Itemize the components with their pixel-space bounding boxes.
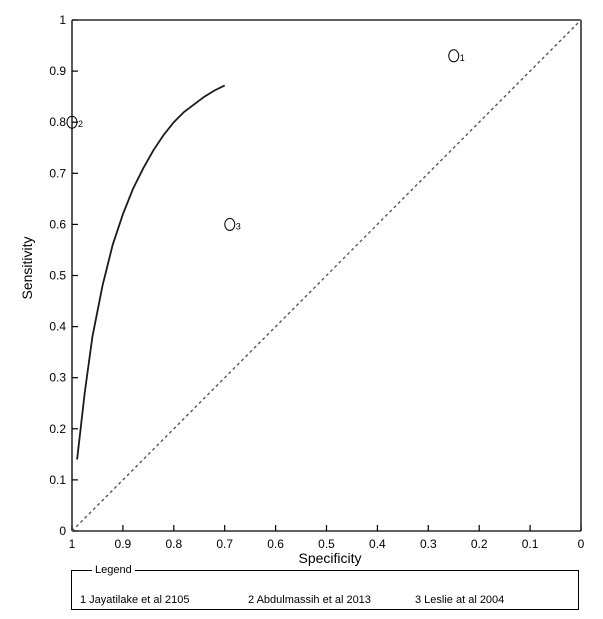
y-tick-label: 0 [59, 524, 66, 538]
x-tick-label: 0.9 [115, 537, 132, 551]
x-tick-label: 0.4 [369, 537, 386, 551]
x-tick-label: 0.2 [471, 537, 488, 551]
legend-entry-3: 3 Leslie at al 2004 [415, 594, 505, 606]
x-tick-label: 0.8 [165, 537, 182, 551]
study-point-marker [66, 115, 78, 129]
y-axis-ticks: 0 0.1 0.2 0.3 0.4 0.5 0.6 0.7 0.8 0.9 1 [49, 13, 78, 538]
x-tick-label: 0.7 [216, 537, 233, 551]
study-point-label: 1 [460, 53, 465, 63]
y-tick-label: 0.1 [49, 473, 66, 487]
study-point-marker [448, 49, 460, 63]
reference-diagonal-line [71, 19, 582, 532]
x-tick-label: 0.6 [267, 537, 284, 551]
study-point-marker [224, 217, 236, 231]
sroc-chart: 1 0.9 0.8 0.7 0.6 0.5 0.4 0.3 0.2 0.1 0 0 0.1 0.2 0.3… [19, 13, 585, 566]
y-tick-label: 1 [59, 13, 66, 27]
y-tick-label: 0.8 [49, 115, 66, 129]
x-axis-ticks: 1 0.9 0.8 0.7 0.6 0.5 0.4 0.3 0.2 0.1 0 [69, 525, 585, 551]
legend-entry-1: 1 Jayatilake et al 2105 [80, 594, 190, 606]
x-tick-label: 0.1 [522, 537, 539, 551]
y-tick-label: 0.6 [49, 217, 66, 231]
sroc-curve [76, 84, 226, 460]
y-tick-label: 0.9 [49, 64, 66, 78]
legend-box: Legend 1 Jayatilake et al 2105 2 Abdulma… [71, 563, 579, 610]
x-tick-label: 0.3 [420, 537, 437, 551]
study-point-label: 3 [236, 221, 241, 231]
study-point-1: 1 [448, 49, 465, 63]
study-point-label: 2 [78, 119, 83, 129]
y-axis-label: Sensitivity [19, 236, 35, 299]
legend-title: Legend [92, 563, 135, 577]
y-tick-label: 0.4 [49, 320, 66, 334]
y-tick-label: 0.5 [49, 269, 66, 283]
x-axis-label: Specificity [298, 550, 361, 566]
study-point-3: 3 [224, 217, 241, 231]
y-tick-label: 0.7 [49, 166, 66, 180]
x-tick-label: 0 [578, 537, 585, 551]
y-tick-label: 0.2 [49, 422, 66, 436]
study-points: 1 2 3 [66, 49, 465, 231]
study-point-2: 2 [66, 115, 83, 129]
y-tick-label: 0.3 [49, 371, 66, 385]
x-tick-label: 1 [69, 537, 76, 551]
x-tick-label: 0.5 [318, 537, 335, 551]
legend-entry-2: 2 Abdulmassih et al 2013 [248, 594, 371, 606]
